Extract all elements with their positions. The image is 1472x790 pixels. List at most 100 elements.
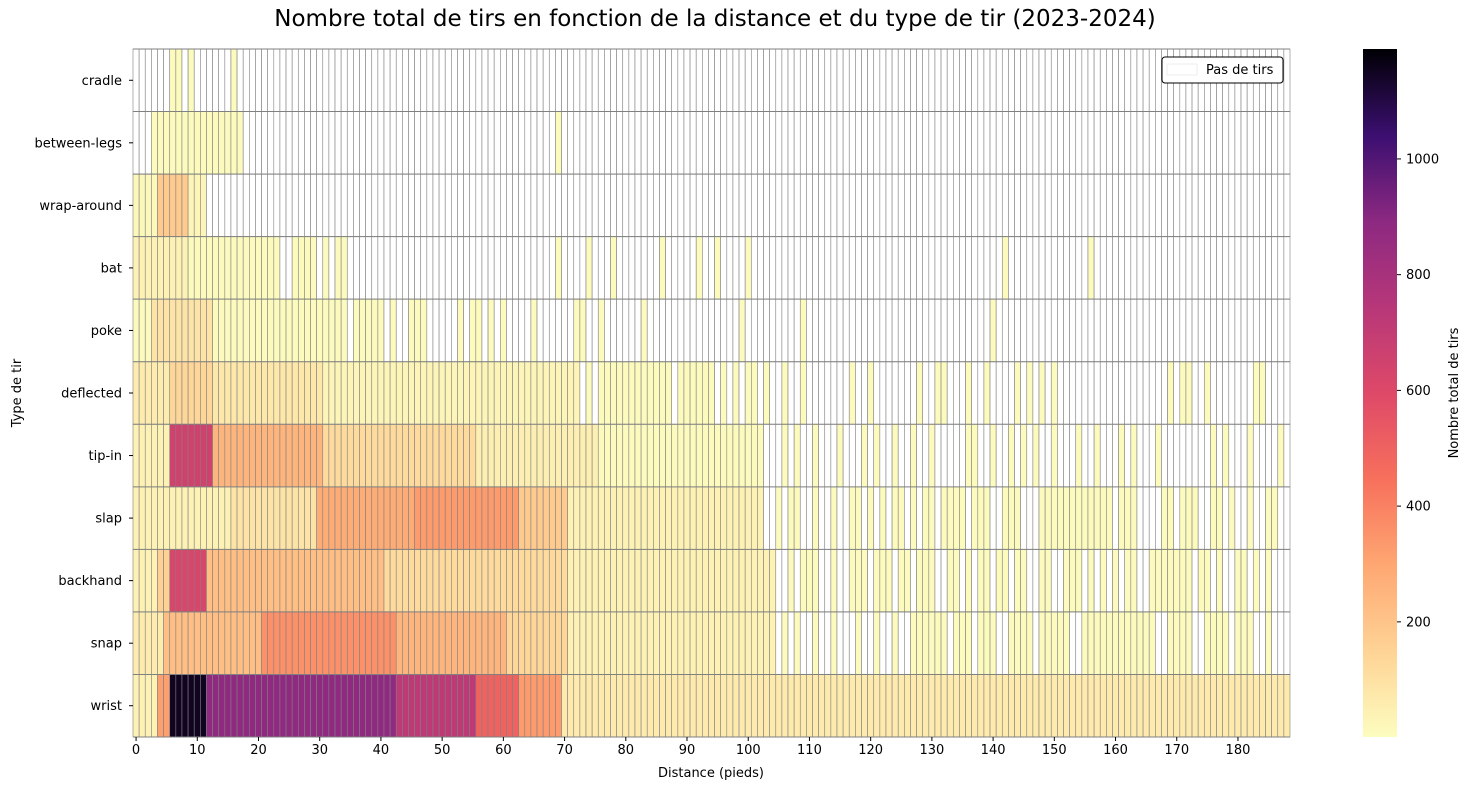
heatmap-cell bbox=[683, 361, 691, 425]
heatmap-cell bbox=[206, 486, 213, 550]
heatmap-cell bbox=[757, 549, 764, 613]
heatmap-cell bbox=[236, 173, 244, 237]
heatmap-cell bbox=[187, 48, 195, 112]
heatmap-cell bbox=[383, 48, 391, 112]
heatmap-cell bbox=[432, 611, 440, 675]
x-tick-label: 50 bbox=[434, 743, 451, 758]
heatmap-cell bbox=[818, 423, 826, 488]
heatmap-cell bbox=[769, 486, 777, 550]
heatmap-cell bbox=[1179, 298, 1187, 363]
heatmap-cell bbox=[989, 549, 997, 613]
heatmap-cell bbox=[408, 361, 415, 425]
heatmap-cell bbox=[1063, 298, 1070, 363]
heatmap-cell bbox=[420, 423, 428, 488]
heatmap-cell bbox=[1240, 611, 1248, 675]
heatmap-cell bbox=[977, 423, 985, 488]
x-tick-label: 150 bbox=[1042, 743, 1067, 758]
heatmap-cell bbox=[273, 361, 281, 425]
heatmap-cell bbox=[959, 48, 966, 112]
heatmap-cell bbox=[1032, 486, 1040, 550]
heatmap-cell bbox=[481, 236, 489, 300]
heatmap-cell bbox=[402, 111, 409, 175]
heatmap-cell bbox=[622, 236, 630, 300]
heatmap-cell bbox=[426, 423, 434, 488]
heatmap-cell bbox=[1210, 423, 1217, 488]
heatmap-cell bbox=[634, 674, 642, 738]
heatmap-cell bbox=[1228, 423, 1236, 488]
heatmap-cell bbox=[353, 611, 360, 675]
heatmap-cell bbox=[212, 48, 220, 112]
heatmap-cell bbox=[757, 423, 764, 488]
heatmap-cell bbox=[536, 486, 544, 550]
heatmap-cell bbox=[322, 549, 330, 613]
heatmap-cell bbox=[132, 361, 140, 425]
heatmap-cell bbox=[334, 674, 342, 738]
heatmap-cell bbox=[1173, 361, 1181, 425]
heatmap-cell bbox=[904, 361, 911, 425]
heatmap-cell bbox=[1228, 549, 1236, 613]
heatmap-cell bbox=[1252, 298, 1260, 363]
heatmap-cell bbox=[702, 549, 709, 613]
heatmap-cell bbox=[255, 674, 262, 738]
heatmap-cell bbox=[1148, 111, 1156, 175]
heatmap-cell bbox=[1234, 236, 1242, 300]
heatmap-cell bbox=[604, 173, 611, 237]
heatmap-cell bbox=[316, 611, 324, 675]
heatmap-cell bbox=[1001, 674, 1009, 738]
heatmap-cell bbox=[579, 173, 587, 237]
heatmap-cell bbox=[922, 486, 930, 550]
heatmap-cell bbox=[1246, 173, 1254, 237]
heatmap-cell bbox=[304, 611, 311, 675]
heatmap-cell bbox=[989, 236, 997, 300]
heatmap-cell bbox=[1228, 111, 1236, 175]
heatmap-cell bbox=[255, 111, 262, 175]
heatmap-cell bbox=[518, 611, 526, 675]
heatmap-cell bbox=[989, 48, 997, 112]
heatmap-cell bbox=[499, 236, 507, 300]
heatmap-cell bbox=[891, 486, 899, 550]
heatmap-cell bbox=[787, 173, 795, 237]
heatmap-cell bbox=[573, 611, 581, 675]
heatmap-cell bbox=[512, 674, 519, 738]
heatmap-cell bbox=[175, 361, 183, 425]
heatmap-cell bbox=[897, 173, 905, 237]
heatmap-cell bbox=[787, 361, 795, 425]
heatmap-cell bbox=[891, 549, 899, 613]
heatmap-cell bbox=[1099, 549, 1107, 613]
heatmap-cell bbox=[518, 549, 526, 613]
heatmap-cell bbox=[536, 173, 544, 237]
heatmap-cell bbox=[212, 361, 220, 425]
heatmap-cell bbox=[530, 361, 538, 425]
heatmap-cell bbox=[1234, 674, 1242, 738]
heatmap-cell bbox=[1191, 486, 1199, 550]
heatmap-cell bbox=[206, 236, 213, 300]
heatmap-cell bbox=[714, 361, 721, 425]
heatmap-cell bbox=[555, 111, 562, 175]
heatmap-cell bbox=[916, 549, 924, 613]
heatmap-cell bbox=[775, 549, 783, 613]
heatmap-cell bbox=[910, 549, 917, 613]
heatmap-cell bbox=[757, 361, 764, 425]
heatmap-cell bbox=[328, 549, 336, 613]
heatmap-cell bbox=[1161, 423, 1168, 488]
heatmap-cell bbox=[334, 111, 342, 175]
heatmap-cell bbox=[708, 236, 715, 300]
heatmap-cell bbox=[310, 298, 317, 363]
heatmap-cell bbox=[402, 549, 409, 613]
heatmap-cell bbox=[683, 48, 691, 112]
heatmap-cell bbox=[206, 111, 213, 175]
heatmap-cell bbox=[1155, 549, 1162, 613]
heatmap-cell bbox=[732, 549, 740, 613]
heatmap-cell bbox=[873, 236, 881, 300]
heatmap-cell bbox=[922, 611, 930, 675]
heatmap-cell bbox=[144, 549, 152, 613]
heatmap-cell bbox=[1142, 486, 1150, 550]
heatmap-cell bbox=[1008, 236, 1015, 300]
heatmap-cell bbox=[1271, 674, 1279, 738]
heatmap-cell bbox=[426, 361, 434, 425]
heatmap-cell bbox=[1044, 361, 1052, 425]
heatmap-cell bbox=[1246, 549, 1254, 613]
heatmap-cell bbox=[499, 173, 507, 237]
heatmap-cell bbox=[371, 674, 379, 738]
heatmap-cell bbox=[1001, 236, 1009, 300]
